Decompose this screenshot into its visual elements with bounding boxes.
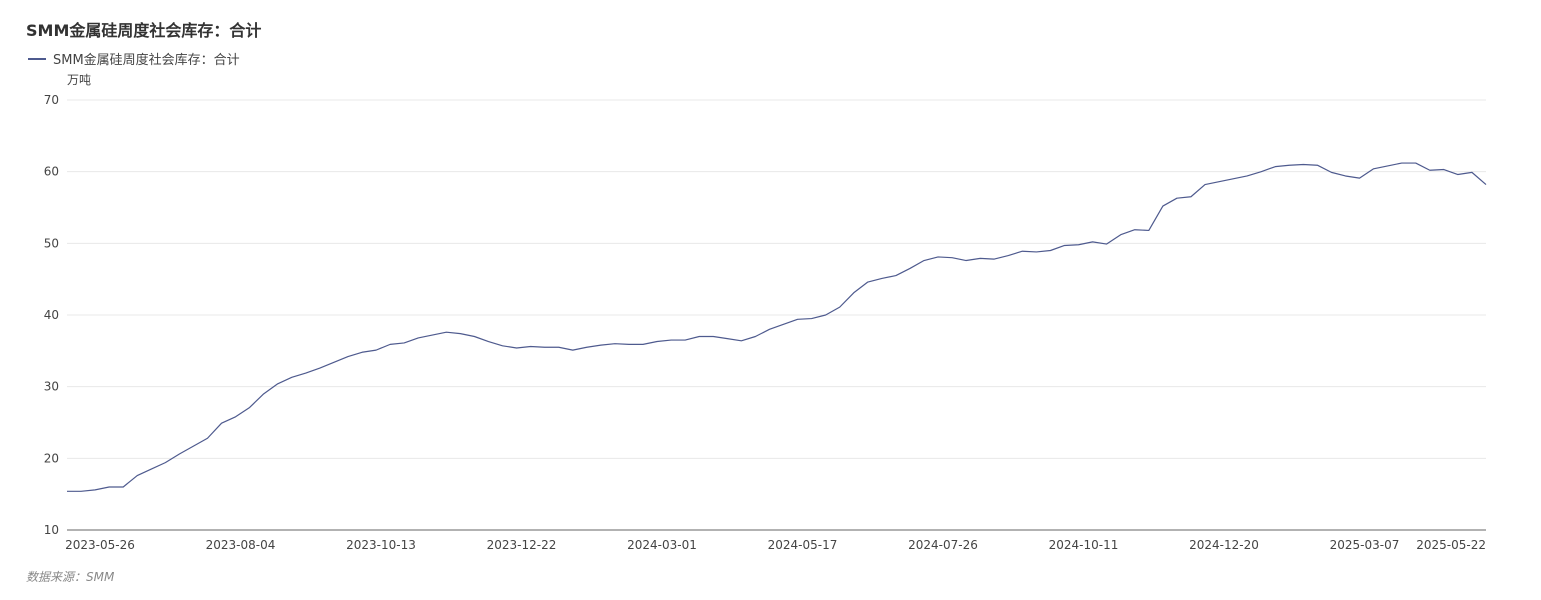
x-tick-label: 2024-10-11 — [1049, 538, 1119, 552]
y-axis-unit-label: 万吨 — [67, 73, 91, 87]
y-tick-label: 60 — [44, 165, 59, 179]
x-tick-label: 2025-03-07 — [1330, 538, 1400, 552]
y-axis-ticks: 10 20 30 40 50 60 70 — [44, 93, 59, 537]
x-tick-label: 2023-08-04 — [206, 538, 276, 552]
series-line-inventory[interactable] — [67, 162, 1487, 492]
y-tick-label: 20 — [44, 451, 59, 465]
y-tick-label: 40 — [44, 308, 59, 322]
x-tick-label: 2025-05-22 — [1416, 538, 1486, 552]
x-axis-ticks: 2023-05-26 2023-08-04 2023-10-13 2023-12-22… — [65, 538, 1486, 552]
x-tick-label: 2024-12-20 — [1189, 538, 1259, 552]
x-tick-label: 2023-05-26 — [65, 538, 135, 552]
legend-label: SMM金属硅周度社会库存：合计 — [53, 53, 240, 68]
data-source: 数据来源：SMM — [26, 570, 115, 584]
x-tick-label: 2023-12-22 — [487, 538, 557, 552]
x-tick-label: 2023-10-13 — [346, 538, 416, 552]
x-tick-label: 2024-03-01 — [627, 538, 697, 552]
legend[interactable]: SMM金属硅周度社会库存：合计 — [28, 49, 240, 68]
grid-lines — [67, 99, 1486, 459]
chart-title: SMM金属硅周度社会库存：合计 — [26, 21, 262, 40]
y-tick-label: 70 — [44, 93, 59, 107]
y-tick-label: 10 — [44, 523, 59, 537]
legend-line-swatch — [28, 57, 46, 60]
x-tick-label: 2024-07-26 — [908, 538, 978, 552]
x-tick-label: 2024-05-17 — [768, 538, 838, 552]
y-tick-label: 30 — [44, 380, 59, 394]
y-tick-label: 50 — [44, 236, 59, 250]
